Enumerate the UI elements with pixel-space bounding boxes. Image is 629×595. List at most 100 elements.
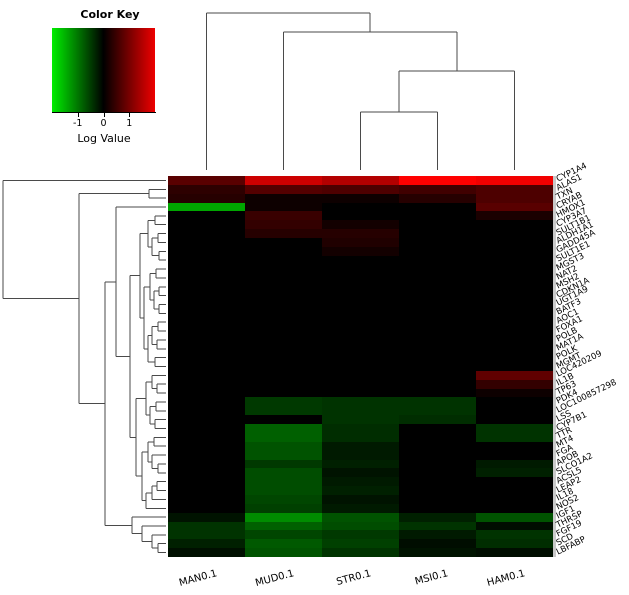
color-key-tick bbox=[77, 113, 79, 117]
heatmap-cell bbox=[168, 379, 245, 389]
heatmap-cell bbox=[168, 220, 245, 230]
column-dendrogram bbox=[206, 12, 515, 170]
heatmap-matrix bbox=[168, 176, 553, 557]
heatmap-cell bbox=[476, 273, 553, 283]
heatmap-cell bbox=[245, 521, 322, 531]
heatmap-cell bbox=[476, 397, 553, 407]
heatmap-cell bbox=[322, 459, 399, 469]
column-label-sample: HAM0.1 bbox=[485, 568, 526, 589]
heatmap-cell bbox=[399, 300, 476, 309]
heatmap-cell bbox=[168, 202, 245, 212]
heatmap-cell bbox=[245, 273, 322, 283]
column-label-sample: STR0.1 bbox=[334, 568, 372, 588]
heatmap-cell bbox=[245, 503, 322, 513]
heatmap-cell bbox=[168, 512, 245, 522]
heatmap-cell bbox=[399, 379, 476, 389]
heatmap-cell bbox=[476, 530, 553, 540]
heatmap-cell bbox=[476, 424, 553, 433]
heatmap-cell bbox=[245, 477, 322, 487]
heatmap-cell bbox=[245, 282, 322, 292]
heatmap-cell bbox=[476, 300, 553, 309]
heatmap-cell bbox=[168, 406, 245, 416]
heatmap-cell bbox=[399, 246, 476, 256]
heatmap-cell bbox=[476, 539, 553, 549]
heatmap-cell bbox=[476, 176, 553, 185]
heatmap-cell bbox=[322, 388, 399, 398]
heatmap-cell bbox=[168, 273, 245, 283]
heatmap-cell bbox=[476, 353, 553, 363]
color-key-title: Color Key bbox=[80, 8, 140, 21]
heatmap-cell bbox=[322, 548, 399, 557]
heatmap-cell bbox=[399, 211, 476, 221]
heatmap-cell bbox=[245, 184, 322, 194]
heatmap-cell bbox=[322, 424, 399, 433]
heatmap-cell bbox=[168, 362, 245, 371]
heatmap-cell bbox=[245, 459, 322, 469]
heatmap-cell bbox=[245, 326, 322, 336]
color-key-gradient bbox=[52, 28, 155, 112]
color-key-tick-label: -1 bbox=[73, 118, 83, 129]
heatmap-cell bbox=[399, 459, 476, 469]
heatmap-cell bbox=[322, 246, 399, 256]
heatmap-cell bbox=[399, 441, 476, 451]
heatmap-cell bbox=[322, 335, 399, 345]
heatmap-cell bbox=[168, 344, 245, 354]
heatmap-cell bbox=[399, 503, 476, 513]
heatmap-cell bbox=[399, 176, 476, 185]
heatmap-cell bbox=[168, 317, 245, 327]
heatmap-cell bbox=[322, 193, 399, 203]
heatmap-right-edge bbox=[553, 176, 556, 557]
heatmap-cell bbox=[399, 220, 476, 230]
heatmap-cell bbox=[322, 282, 399, 292]
heatmap-cell bbox=[322, 415, 399, 425]
heatmap-cell bbox=[399, 388, 476, 398]
heatmap-cell bbox=[168, 477, 245, 487]
heatmap-cell bbox=[245, 317, 322, 327]
heatmap-cell bbox=[168, 468, 245, 478]
heatmap-cell bbox=[399, 397, 476, 407]
heatmap-cell bbox=[245, 362, 322, 371]
heatmap-cell bbox=[476, 335, 553, 345]
heatmap-cell bbox=[476, 255, 553, 265]
heatmap-cell bbox=[245, 335, 322, 345]
heatmap-cell bbox=[476, 211, 553, 221]
heatmap-cell bbox=[168, 494, 245, 504]
heatmap-cell bbox=[322, 397, 399, 407]
heatmap-cell bbox=[399, 193, 476, 203]
heatmap-cell bbox=[245, 300, 322, 309]
heatmap-cell bbox=[476, 441, 553, 451]
heatmap-cell bbox=[322, 530, 399, 540]
heatmap-cell bbox=[168, 326, 245, 336]
heatmap-cell bbox=[476, 308, 553, 318]
heatmap-cell bbox=[168, 300, 245, 309]
heatmap-cell bbox=[476, 326, 553, 336]
heatmap-cell bbox=[168, 229, 245, 239]
heatmap-cell bbox=[399, 486, 476, 495]
heatmap-cell bbox=[168, 184, 245, 194]
heatmap-cell bbox=[168, 521, 245, 531]
heatmap-cell bbox=[476, 344, 553, 354]
heatmap-cell bbox=[245, 264, 322, 274]
heatmap-cell bbox=[168, 397, 245, 407]
heatmap-cell bbox=[245, 539, 322, 549]
heatmap-cell bbox=[245, 353, 322, 363]
heatmap-cell bbox=[322, 317, 399, 327]
heatmap-cell bbox=[322, 273, 399, 283]
row-dendrogram bbox=[2, 179, 166, 554]
heatmap-cell bbox=[322, 211, 399, 221]
heatmap-cell bbox=[399, 229, 476, 239]
heatmap-cell bbox=[399, 291, 476, 301]
heatmap-cell bbox=[168, 211, 245, 221]
heatmap-cell bbox=[476, 477, 553, 487]
heatmap-cell bbox=[168, 415, 245, 425]
heatmap-cell bbox=[476, 220, 553, 230]
color-key-axis-label: Log Value bbox=[77, 132, 131, 145]
heatmap-cell bbox=[245, 308, 322, 318]
heatmap-cell bbox=[322, 229, 399, 239]
heatmap-cell bbox=[476, 202, 553, 212]
heatmap-cell bbox=[168, 193, 245, 203]
heatmap-cell bbox=[476, 503, 553, 513]
heatmap-cell bbox=[245, 415, 322, 425]
heatmap-cell bbox=[322, 468, 399, 478]
heatmap-cell bbox=[245, 388, 322, 398]
